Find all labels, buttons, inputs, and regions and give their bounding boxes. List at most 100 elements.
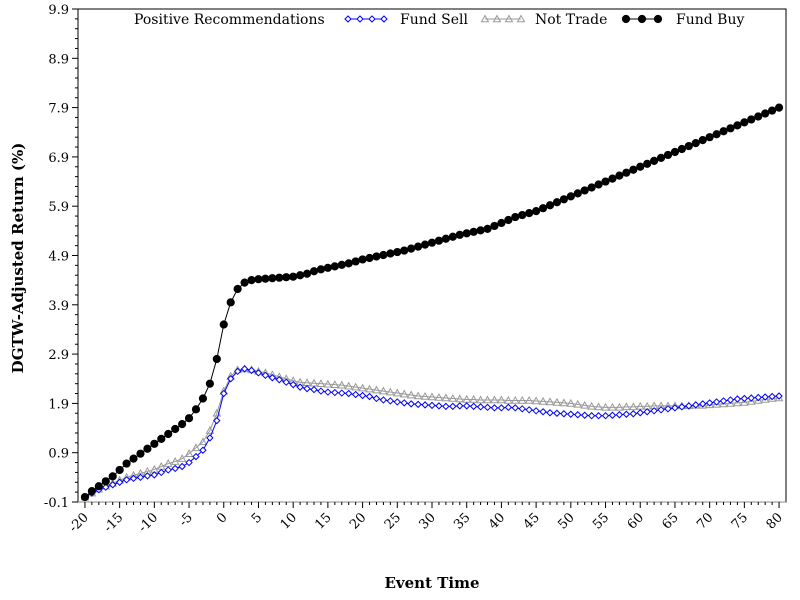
data-point-fund-buy xyxy=(455,230,464,239)
data-point-fund-buy xyxy=(538,204,548,213)
data-point-fund-buy xyxy=(261,274,270,283)
data-point-fund-buy xyxy=(483,224,492,233)
data-point-fund-sell xyxy=(365,392,374,401)
data-point-fund-sell xyxy=(490,404,499,412)
data-point-not-trade xyxy=(733,398,742,407)
data-point-not-trade xyxy=(337,380,347,389)
data-point-fund-buy xyxy=(511,212,520,222)
data-point-fund-sell xyxy=(206,434,214,442)
legend-marker-fund-sell xyxy=(380,15,388,23)
data-point-fund-sell xyxy=(740,394,749,403)
data-point-fund-sell xyxy=(636,409,644,417)
data-point-fund-buy xyxy=(497,218,506,228)
data-point-fund-buy xyxy=(754,112,763,121)
data-point-fund-sell xyxy=(331,388,339,397)
data-point-fund-buy xyxy=(233,284,242,294)
data-point-fund-sell xyxy=(525,406,533,414)
legend-item-fund-sell: Fund Sell xyxy=(344,12,469,28)
x-tick-label: 5 xyxy=(249,510,265,526)
data-point-not-trade xyxy=(379,386,388,395)
data-point-fund-buy xyxy=(545,201,555,210)
legend-marker-fund-buy xyxy=(637,14,647,24)
data-point-fund-buy xyxy=(316,265,326,274)
x-tick-label: 35 xyxy=(451,510,473,532)
data-point-fund-buy xyxy=(219,320,228,329)
data-point-not-trade xyxy=(198,437,208,446)
data-point-fund-buy xyxy=(379,250,388,260)
data-point-fund-sell xyxy=(386,397,395,405)
legend: Positive Recommendations Fund Sell Not Tr… xyxy=(134,12,744,28)
data-point-fund-sell xyxy=(483,403,492,412)
data-point-not-trade xyxy=(191,443,201,452)
data-point-fund-sell xyxy=(449,402,457,411)
data-point-fund-sell xyxy=(220,389,228,398)
x-tick-label: 25 xyxy=(382,510,404,532)
series-line-fund-buy xyxy=(84,107,780,498)
data-point-fund-buy xyxy=(205,379,214,388)
data-point-not-trade xyxy=(323,379,333,388)
data-point-not-trade xyxy=(170,457,180,465)
data-point-not-trade xyxy=(622,402,631,411)
x-tick-label: -20 xyxy=(66,510,91,535)
data-point-fund-buy xyxy=(448,232,457,241)
series-fund-buy xyxy=(80,103,784,502)
data-point-not-trade xyxy=(531,396,541,405)
data-point-fund-sell xyxy=(275,376,284,384)
data-point-fund-sell xyxy=(761,393,769,401)
y-axis-title: DGTW-Adjusted Return (%) xyxy=(9,143,27,374)
data-point-not-trade xyxy=(545,397,555,406)
data-point-fund-sell xyxy=(338,389,346,397)
data-point-fund-sell xyxy=(518,405,526,413)
data-point-fund-sell xyxy=(775,392,783,400)
data-point-fund-buy xyxy=(740,118,749,127)
data-point-fund-buy xyxy=(309,267,319,276)
series-fund-sell xyxy=(81,365,783,501)
data-point-fund-buy xyxy=(656,153,666,162)
data-point-fund-buy xyxy=(712,130,721,139)
data-point-fund-sell xyxy=(719,397,728,405)
data-point-fund-sell xyxy=(733,395,742,403)
data-point-fund-buy xyxy=(462,229,471,238)
data-point-fund-buy xyxy=(407,244,416,253)
data-point-fund-buy xyxy=(615,171,624,180)
data-point-fund-sell xyxy=(497,404,506,412)
data-point-fund-buy xyxy=(726,124,735,133)
y-tick-label: 3.9 xyxy=(48,299,69,314)
data-point-fund-buy xyxy=(365,253,374,263)
data-point-not-trade xyxy=(538,396,548,405)
data-point-fund-sell xyxy=(102,483,110,491)
data-point-not-trade xyxy=(746,396,756,405)
data-point-fund-buy xyxy=(289,272,298,281)
data-point-fund-buy xyxy=(157,434,166,443)
data-point-fund-sell xyxy=(115,478,124,486)
data-point-not-trade xyxy=(615,402,624,411)
data-point-not-trade xyxy=(712,399,721,408)
data-point-fund-buy xyxy=(705,133,714,142)
data-point-fund-sell xyxy=(428,401,436,410)
data-point-fund-sell xyxy=(393,398,402,406)
data-point-not-trade xyxy=(497,395,506,404)
data-point-fund-sell xyxy=(407,400,415,408)
y-axis: -0.1 0.9 1.9 2.9 3.9 4.9 5.9 6.9 7.9 8.9 9.9 xyxy=(44,3,78,511)
data-point-fund-buy xyxy=(587,183,596,192)
data-point-fund-buy xyxy=(136,449,145,458)
data-point-not-trade xyxy=(455,394,465,403)
data-point-fund-sell xyxy=(247,366,256,375)
data-point-not-trade xyxy=(358,383,367,392)
data-point-not-trade xyxy=(517,395,527,404)
data-point-fund-buy xyxy=(566,192,575,201)
y-tick-label: -0.1 xyxy=(44,496,69,511)
data-point-not-trade xyxy=(351,382,360,391)
data-point-fund-buy xyxy=(393,247,402,257)
data-point-fund-sell xyxy=(261,371,270,380)
data-point-not-trade xyxy=(587,401,596,410)
data-point-fund-sell xyxy=(150,471,159,479)
data-point-fund-sell xyxy=(296,383,304,391)
data-point-fund-sell xyxy=(143,472,152,480)
data-point-fund-buy xyxy=(420,240,430,249)
data-point-fund-buy xyxy=(629,165,638,174)
data-point-fund-buy xyxy=(275,273,284,282)
data-point-fund-sell xyxy=(747,394,756,402)
data-point-not-trade xyxy=(184,449,194,457)
data-point-not-trade xyxy=(566,398,576,407)
